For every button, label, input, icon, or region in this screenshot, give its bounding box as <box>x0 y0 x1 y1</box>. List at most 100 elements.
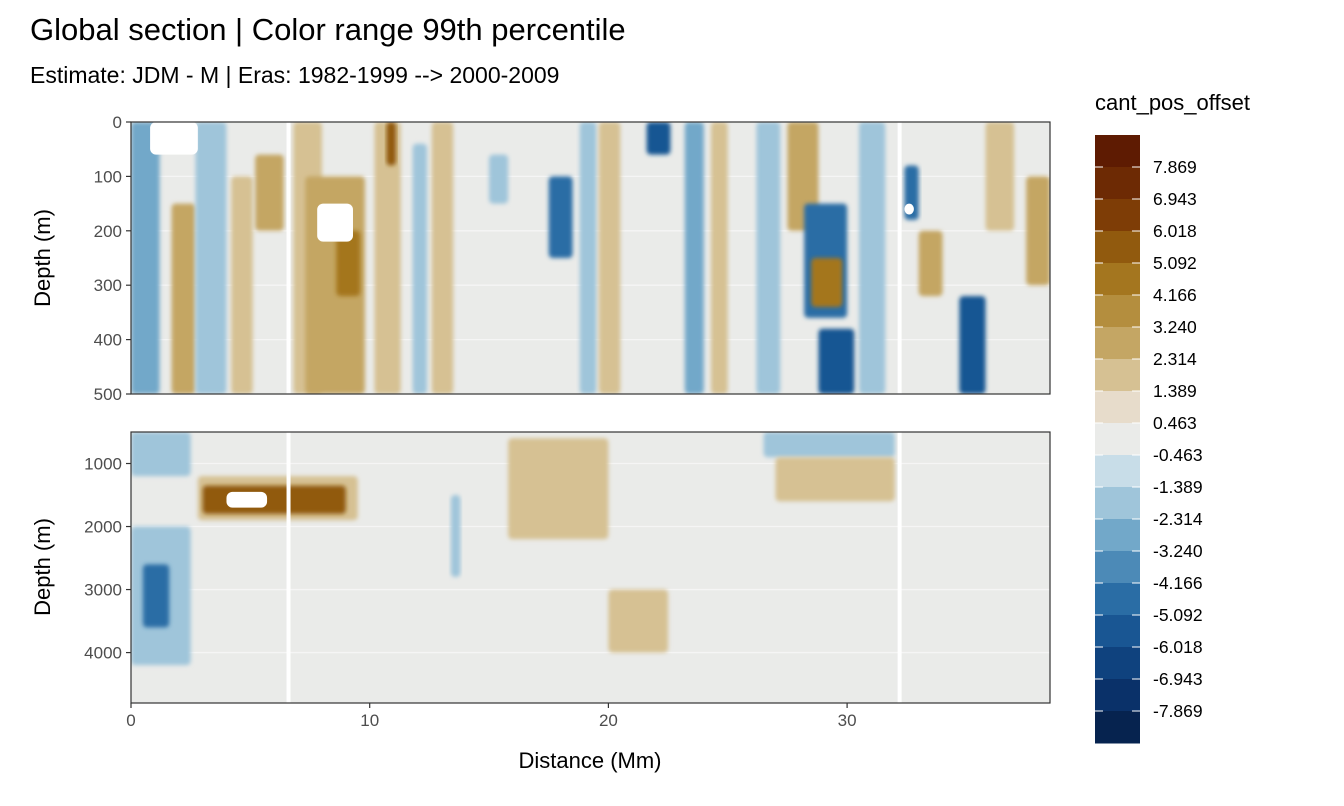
no-data-column <box>286 432 291 703</box>
x-axis: 0 10 20 30 <box>126 703 857 730</box>
anomaly-patch <box>142 564 170 628</box>
colorbar-label: -1.389 <box>1153 477 1203 497</box>
colorbar-swatch <box>1095 615 1140 648</box>
anomaly-patch <box>608 589 669 653</box>
colorbar-swatch <box>1095 679 1140 712</box>
anomaly-patch <box>450 495 461 577</box>
colorbar-legend: cant_pos_offset 7.869 6.943 6.018 5.092 4.16… <box>1095 90 1250 744</box>
colorbar-swatch <box>1095 231 1140 264</box>
no-data-column <box>897 122 902 394</box>
anomaly-field <box>131 432 895 666</box>
colorbar-label: -3.240 <box>1153 541 1203 561</box>
anomaly-patch <box>386 122 396 166</box>
lower-panel: 1000 2000 3000 4000 <box>84 431 1051 704</box>
colorbar-swatch <box>1095 263 1140 296</box>
colorbar-swatch <box>1095 327 1140 360</box>
x-tick-label: 0 <box>126 711 135 730</box>
colorbar-label: -5.092 <box>1153 605 1203 625</box>
chart-subtitle: Estimate: JDM - M | Eras: 1982-1999 --> … <box>30 62 559 88</box>
colorbar-label: 6.943 <box>1153 189 1197 209</box>
legend-title: cant_pos_offset <box>1095 90 1250 115</box>
colorbar-swatch <box>1095 455 1140 488</box>
no-data-column <box>897 432 902 703</box>
panel-border <box>130 431 1051 704</box>
anomaly-patch <box>374 122 401 394</box>
colorbar-swatch <box>1095 583 1140 616</box>
anomaly-patch <box>548 176 573 258</box>
x-tick-label: 10 <box>360 711 379 730</box>
anomaly-patch <box>1026 176 1050 286</box>
panel-border <box>130 121 1051 395</box>
anomaly-patch <box>255 154 284 231</box>
anomaly-patch <box>508 438 609 540</box>
colorbar-swatch <box>1095 295 1140 328</box>
colorbar-label: 6.018 <box>1153 221 1197 241</box>
x-axis-label: Distance (Mm) <box>518 748 661 773</box>
anomaly-patch <box>775 457 895 502</box>
anomaly-patch <box>684 122 704 394</box>
anomaly-patch <box>489 154 509 204</box>
anomaly-patch <box>131 432 191 477</box>
colorbar-label: 3.240 <box>1153 317 1197 337</box>
anomaly-patch <box>336 230 361 297</box>
y-tick-label: 2000 <box>84 518 122 537</box>
colorbar-label: -6.943 <box>1153 669 1203 689</box>
anomaly-patch <box>579 122 597 394</box>
colorbar-label: 4.166 <box>1153 285 1197 305</box>
anomaly-patch <box>756 122 781 394</box>
colorbar-swatch <box>1095 391 1140 424</box>
anomaly-patch <box>859 122 886 394</box>
y-tick-label: 1000 <box>84 455 122 474</box>
no-data-patch <box>226 491 268 508</box>
anomaly-patch <box>598 122 621 394</box>
anomaly-patch <box>431 122 454 394</box>
y-tick-label: 200 <box>94 222 122 241</box>
colorbar-swatch <box>1095 647 1140 680</box>
x-tick-label: 30 <box>838 711 857 730</box>
colorbar-swatch <box>1095 519 1140 552</box>
colorbar-swatch <box>1095 135 1140 168</box>
y-tick-label: 4000 <box>84 644 122 663</box>
y-tick-label: 400 <box>94 331 122 350</box>
anomaly-patch <box>811 258 843 307</box>
colorbar-swatch <box>1095 711 1140 744</box>
colorbar-label: 7.869 <box>1153 157 1197 177</box>
colorbar-label: -7.869 <box>1153 701 1203 721</box>
anomaly-patch <box>818 328 855 394</box>
y-tick-label: 500 <box>94 385 122 404</box>
colorbar-swatch <box>1095 199 1140 232</box>
anomaly-patch <box>412 143 427 394</box>
no-data-patch <box>904 203 914 215</box>
y-tick-label: 0 <box>113 113 122 132</box>
anomaly-patch <box>231 176 253 394</box>
anomaly-patch <box>131 122 160 394</box>
upper-panel: 0 100 200 300 400 500 <box>94 113 1051 404</box>
colorbar-label: 2.314 <box>1153 349 1197 369</box>
anomaly-patch <box>918 230 943 297</box>
anomaly-patch <box>646 122 671 155</box>
y-axis-label-upper: Depth (m) <box>30 209 55 307</box>
anomaly-patch <box>195 122 227 394</box>
anomaly-patch <box>985 122 1015 231</box>
colorbar-swatch <box>1095 359 1140 392</box>
colorbar-swatch <box>1095 423 1140 456</box>
x-tick-label: 20 <box>599 711 618 730</box>
anomaly-field <box>131 122 1050 394</box>
colorbar-swatch <box>1095 167 1140 200</box>
no-data-patch <box>317 203 353 242</box>
y-tick-label: 3000 <box>84 581 122 600</box>
colorbar-label: -2.314 <box>1153 509 1203 529</box>
anomaly-patch <box>171 203 196 394</box>
y-tick-label: 300 <box>94 276 122 295</box>
anomaly-patch <box>959 296 986 394</box>
anomaly-patch <box>202 485 346 514</box>
no-data-patch <box>150 122 198 155</box>
colorbar-label: 1.389 <box>1153 381 1197 401</box>
colorbar-label: -6.018 <box>1153 637 1203 657</box>
anomaly-patch <box>711 122 728 394</box>
colorbar-label: -4.166 <box>1153 573 1203 593</box>
y-tick-label: 100 <box>94 167 122 186</box>
colorbar-label: -0.463 <box>1153 445 1203 465</box>
colorbar-swatch <box>1095 551 1140 584</box>
